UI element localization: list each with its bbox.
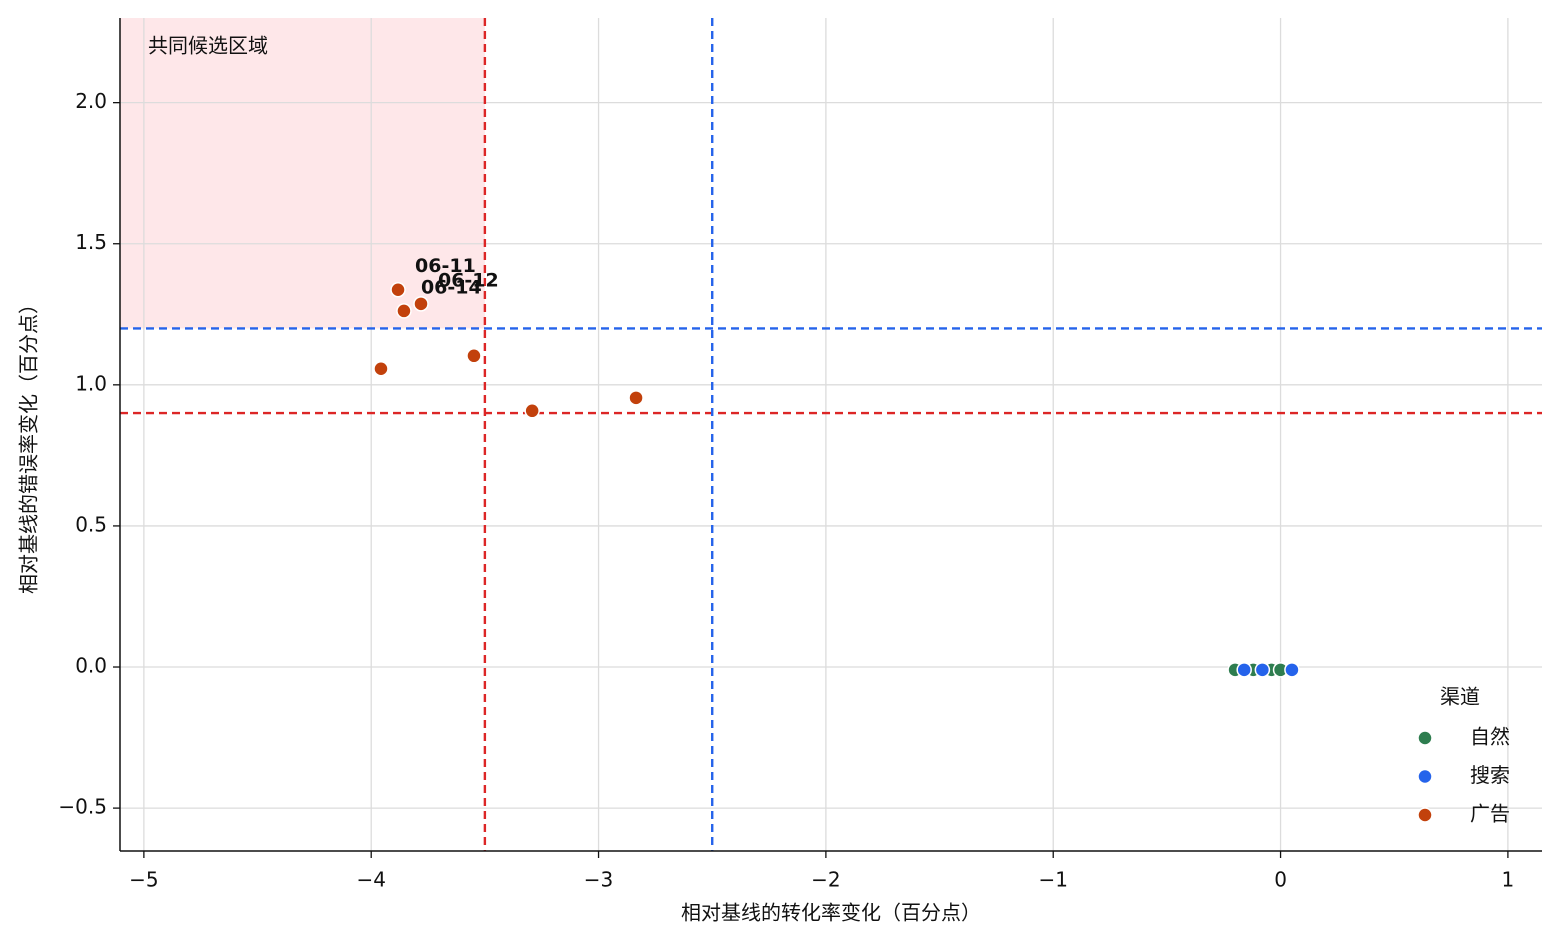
x-tick-label: −4 [356,868,385,892]
legend-label: 自然 [1470,725,1510,749]
x-tick-label: 0 [1274,868,1287,892]
legend-label: 广告 [1470,802,1510,826]
legend-marker [1417,730,1433,746]
legend-title: 渠道 [1440,685,1480,709]
y-tick-label: 1.0 [75,371,107,395]
point [466,348,482,364]
point [396,303,412,319]
region-label: 共同候选区域 [148,34,268,58]
point [1236,662,1252,678]
point [373,361,389,377]
legend-marker [1417,768,1433,785]
point [413,296,429,312]
y-tick-label: −0.5 [58,795,107,819]
x-tick-label: −3 [584,868,613,892]
legend-marker [1417,807,1433,823]
point-label: 06-14 [421,276,482,298]
legend-label: 搜索 [1470,763,1510,787]
x-tick-label: −5 [129,868,158,892]
highlight-region [120,18,485,329]
y-tick-label: 2.0 [75,89,107,113]
point [390,281,406,298]
point-label: 06-12 [438,269,499,291]
point-label: 06-11 [415,255,476,277]
point [1254,662,1271,678]
y-axis-label: 相对基线的错误率变化（百分点） [17,294,41,594]
x-tick-label: 1 [1502,868,1515,892]
x-tick-label: −1 [1038,868,1067,892]
y-tick-label: 0.5 [75,512,107,536]
y-tick-label: 1.5 [75,230,107,254]
x-tick-label: −2 [811,868,840,892]
x-axis-label: 相对基线的转化率变化（百分点） [681,901,981,925]
point [628,390,644,406]
y-tick-label: 0.0 [75,654,107,678]
point [524,403,540,419]
point [1284,662,1300,678]
